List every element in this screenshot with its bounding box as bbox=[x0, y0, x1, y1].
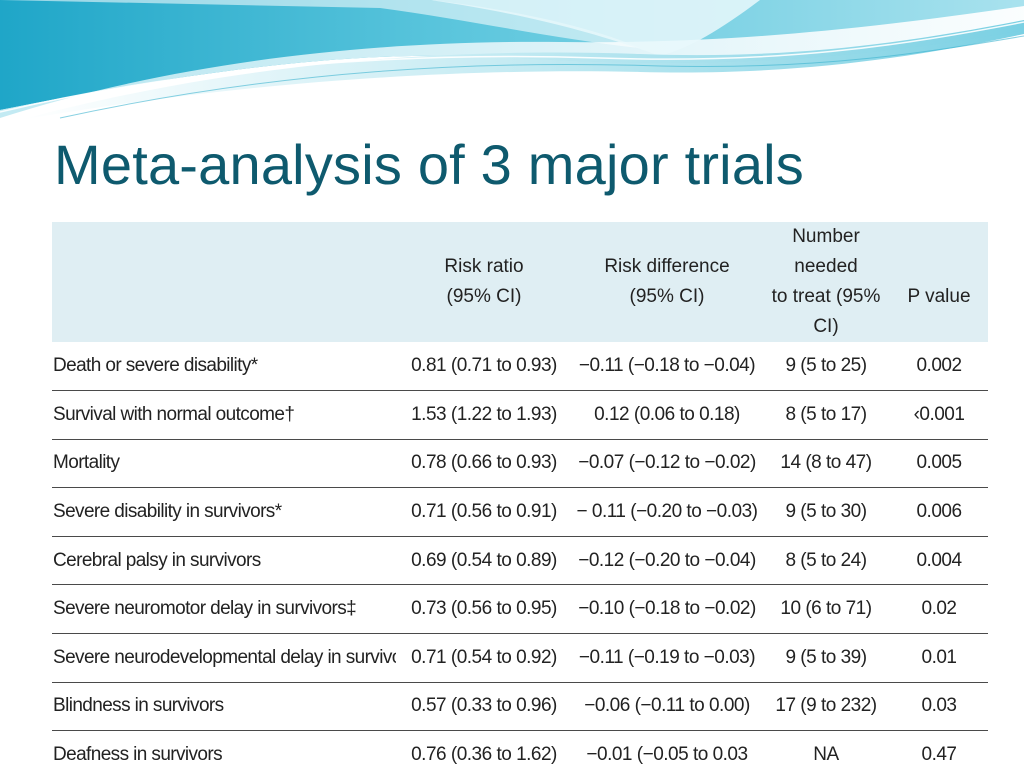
cell-risk-ratio: 0.76 (0.36 to 1.62) bbox=[411, 744, 557, 766]
cell-outcome: Severe neuromotor delay in survivors‡ bbox=[53, 598, 357, 620]
cell-risk-difference: −0.11 (−0.19 to −0.03) bbox=[578, 646, 756, 668]
cell-risk-ratio: 0.73 (0.56 to 0.95) bbox=[411, 598, 557, 620]
cell-nnt: 10 (6 to 71) bbox=[780, 598, 872, 620]
header-nnt: Number needed to treat (95% CI) bbox=[762, 222, 890, 342]
results-table-container: Risk ratio (95% CI) Risk difference (95%… bbox=[52, 222, 988, 768]
header-nnt-line2: to treat (95% CI) bbox=[771, 286, 881, 337]
cell-nnt: 9 (5 to 30) bbox=[785, 501, 867, 523]
header-risk-difference: Risk difference (95% CI) bbox=[572, 222, 762, 342]
cell-outcome: Mortality bbox=[53, 452, 120, 474]
cell-nnt: NA bbox=[813, 744, 839, 766]
cell-p-value: 0.005 bbox=[916, 452, 962, 474]
header-nnt-line1: Number needed bbox=[792, 226, 860, 277]
cell-outcome: Cerebral palsy in survivors bbox=[53, 549, 261, 571]
cell-p-value: 0.004 bbox=[916, 549, 962, 571]
cell-risk-ratio: 0.69 (0.54 to 0.89) bbox=[411, 549, 557, 571]
header-outcome bbox=[52, 222, 396, 342]
cell-outcome: Survival with normal outcome† bbox=[53, 403, 295, 425]
cell-risk-difference: − 0.11 (−0.20 to −0.03) bbox=[576, 501, 758, 523]
header-risk-difference-line2: (95% CI) bbox=[629, 286, 705, 307]
cell-risk-difference: 0.12 (0.06 to 0.18) bbox=[594, 403, 740, 425]
table-row: Severe neuromotor delay in survivors‡ 0.… bbox=[52, 585, 988, 634]
cell-outcome: Death or severe disability* bbox=[53, 355, 258, 377]
cell-risk-ratio: 0.71 (0.54 to 0.92) bbox=[411, 646, 557, 668]
cell-risk-ratio: 1.53 (1.22 to 1.93) bbox=[411, 403, 557, 425]
cell-risk-ratio: 0.78 (0.66 to 0.93) bbox=[411, 452, 557, 474]
cell-p-value: 0.03 bbox=[921, 695, 957, 717]
cell-nnt: 14 (8 to 47) bbox=[780, 452, 872, 474]
cell-outcome: Deafness in survivors bbox=[53, 744, 223, 766]
cell-risk-ratio: 0.71 (0.56 to 0.91) bbox=[411, 501, 557, 523]
cell-risk-ratio: 0.57 (0.33 to 0.96) bbox=[411, 695, 557, 717]
table-row: Cerebral palsy in survivors 0.69 (0.54 t… bbox=[52, 536, 988, 585]
cell-risk-difference: −0.06 (−0.11 to 0.00) bbox=[584, 695, 750, 717]
cell-risk-ratio: 0.81 (0.71 to 0.93) bbox=[411, 355, 557, 377]
cell-nnt: 8 (5 to 17) bbox=[785, 403, 867, 425]
table-row: Mortality 0.78 (0.66 to 0.93) −0.07 (−0.… bbox=[52, 439, 988, 488]
cell-p-value: 0.47 bbox=[921, 744, 957, 766]
cell-outcome: Severe disability in survivors* bbox=[53, 501, 282, 523]
header-risk-difference-line1: Risk difference bbox=[604, 256, 730, 277]
cell-risk-difference: −0.11 (−0.18 to −0.04) bbox=[578, 355, 756, 377]
cell-nnt: 9 (5 to 39) bbox=[785, 646, 867, 668]
cell-p-value: 0.01 bbox=[921, 646, 957, 668]
table-row: Survival with normal outcome† 1.53 (1.22… bbox=[52, 391, 988, 440]
cell-p-value: ‹0.001 bbox=[913, 403, 965, 425]
cell-nnt: 8 (5 to 24) bbox=[785, 549, 867, 571]
header-risk-ratio: Risk ratio (95% CI) bbox=[396, 222, 572, 342]
header-p-value: P value bbox=[890, 222, 988, 342]
cell-risk-difference: −0.07 (−0.12 to −0.02) bbox=[578, 452, 756, 474]
cell-risk-difference: −0.10 (−0.18 to −0.02) bbox=[578, 598, 756, 620]
cell-outcome: Severe neurodevelopmental delay in survi… bbox=[53, 646, 396, 668]
table-header-row: Risk ratio (95% CI) Risk difference (95%… bbox=[52, 222, 988, 342]
cell-p-value: 0.006 bbox=[916, 501, 962, 523]
header-risk-ratio-line1: Risk ratio bbox=[444, 256, 524, 277]
cell-risk-difference: −0.01 (−0.05 to 0.03 bbox=[586, 744, 748, 766]
cell-outcome: Blindness in survivors bbox=[53, 695, 224, 717]
cell-risk-difference: −0.12 (−0.20 to −0.04) bbox=[578, 549, 756, 571]
header-risk-ratio-line2: (95% CI) bbox=[446, 286, 522, 307]
header-wave-decoration bbox=[0, 0, 1024, 120]
cell-nnt: 17 (9 to 232) bbox=[775, 695, 877, 717]
slide-title: Meta-analysis of 3 major trials bbox=[54, 133, 805, 196]
table-row: Blindness in survivors 0.57 (0.33 to 0.9… bbox=[52, 682, 988, 731]
results-table: Risk ratio (95% CI) Risk difference (95%… bbox=[52, 222, 988, 768]
table-row: Death or severe disability* 0.81 (0.71 t… bbox=[52, 342, 988, 391]
table-row: Severe disability in survivors* 0.71 (0.… bbox=[52, 488, 988, 537]
cell-p-value: 0.002 bbox=[916, 355, 962, 377]
table-row: Deafness in survivors 0.76 (0.36 to 1.62… bbox=[52, 731, 988, 768]
cell-p-value: 0.02 bbox=[921, 598, 957, 620]
cell-nnt: 9 (5 to 25) bbox=[785, 355, 867, 377]
table-row: Severe neurodevelopmental delay in survi… bbox=[52, 634, 988, 683]
header-p-value-line1: P value bbox=[907, 286, 971, 307]
